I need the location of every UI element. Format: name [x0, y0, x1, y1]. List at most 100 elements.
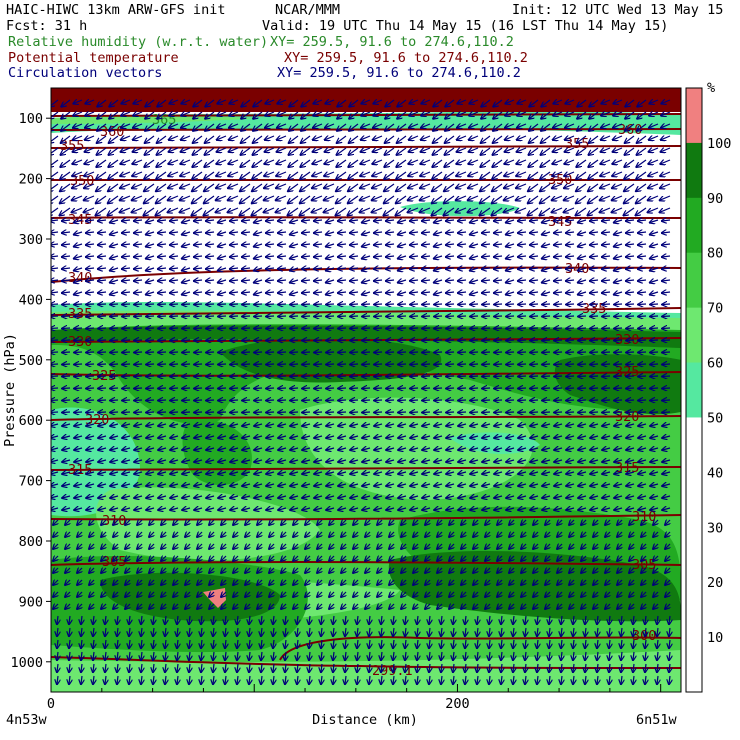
wind-vector: [108, 171, 119, 179]
wind-vector: [289, 159, 299, 167]
wind-vector: [240, 171, 251, 179]
wind-vector: [638, 400, 647, 401]
wind-vector: [517, 124, 527, 128]
y-tick-label: 200: [19, 172, 43, 188]
wind-vector: [650, 352, 659, 353]
wind-vector: [277, 160, 287, 164]
wind-vector: [625, 111, 635, 119]
wind-vector: [422, 316, 431, 317]
wind-vector: [506, 412, 515, 413]
wind-vector: [72, 195, 83, 200]
wind-vector: [481, 135, 491, 143]
wind-vector: [144, 195, 155, 203]
wind-vector: [446, 388, 455, 389]
wind-vector: [314, 388, 323, 389]
wind-vector: [408, 195, 419, 200]
wind-vector: [578, 340, 587, 341]
wind-vector: [410, 364, 419, 365]
theta-label-335: 335: [68, 306, 92, 322]
wind-vector: [314, 412, 323, 413]
wind-vector: [554, 100, 563, 104]
wind-vector: [481, 159, 491, 167]
wind-vector: [662, 388, 671, 389]
wind-vector: [385, 135, 395, 143]
wind-vector: [169, 112, 179, 116]
wind-vector: [494, 412, 503, 413]
wind-vector: [374, 400, 383, 401]
wind-vector: [530, 352, 539, 353]
wind-vector: [578, 376, 587, 377]
wind-vector: [98, 388, 107, 389]
wind-vector: [73, 124, 83, 128]
wind-vector: [146, 328, 155, 329]
wind-vector: [98, 316, 107, 317]
wind-vector: [290, 328, 299, 329]
wind-vector: [350, 364, 359, 365]
wind-vector: [468, 172, 479, 176]
wind-vector: [264, 172, 275, 176]
wind-vector: [362, 388, 371, 389]
wind-vector: [398, 364, 407, 365]
wind-vector: [542, 304, 551, 305]
wind-vector: [444, 171, 455, 179]
wind-vector: [180, 172, 191, 176]
wind-vector: [205, 123, 215, 131]
wind-vector: [110, 388, 119, 389]
wind-vector: [181, 136, 191, 140]
wind-vector: [530, 328, 539, 329]
wind-vector: [650, 316, 659, 317]
wind-vector: [74, 340, 83, 341]
colorbar-swatch: [686, 197, 702, 254]
wind-vector: [470, 376, 479, 377]
wind-vector: [578, 400, 587, 401]
colorbar-unit: %: [707, 80, 715, 96]
wind-vector: [372, 172, 383, 176]
wind-vector: [422, 400, 431, 401]
wind-vector: [529, 159, 539, 167]
wind-vector: [206, 376, 215, 377]
wind-vector: [482, 328, 491, 329]
wind-vector: [649, 136, 659, 140]
wind-vector: [134, 388, 143, 389]
theta-label-320b: 320: [615, 409, 639, 425]
wind-vector: [385, 123, 395, 131]
colorbar-tick-label: 20: [707, 575, 723, 591]
wind-vector: [51, 111, 59, 119]
wind-vector: [638, 340, 647, 341]
wind-vector: [420, 172, 431, 176]
wind-vector: [218, 388, 227, 389]
wind-vector: [493, 123, 503, 131]
wind-vector: [122, 340, 131, 341]
wind-vector: [518, 388, 527, 389]
wind-vector: [229, 112, 239, 116]
wind-vector: [589, 159, 599, 167]
wind-vector: [444, 195, 455, 203]
wind-vector: [590, 376, 599, 377]
wind-vector: [313, 160, 323, 164]
wind-vector: [350, 352, 359, 353]
wind-vector: [566, 304, 575, 305]
wind-vector: [253, 147, 263, 155]
wind-vector: [86, 304, 95, 305]
wind-vector: [218, 328, 227, 329]
wind-vector: [542, 364, 551, 365]
wind-vector: [588, 183, 599, 191]
wind-vector: [481, 147, 491, 155]
valid-time: Valid: 19 UTC Thu 14 May 15 (16 LST Thu …: [262, 18, 668, 34]
wind-vector: [494, 388, 503, 389]
wind-vector: [278, 352, 287, 353]
wind-vector: [528, 183, 539, 191]
wind-vector: [86, 400, 95, 401]
wind-vector: [542, 340, 551, 341]
x-axis-title: Distance (km): [312, 712, 418, 728]
wind-vector: [62, 412, 71, 413]
wind-vector: [278, 328, 287, 329]
wind-vector: [313, 112, 323, 116]
wind-vector: [350, 316, 359, 317]
wind-vector: [518, 352, 527, 353]
colorbar-swatch: [686, 307, 702, 364]
wind-vector: [254, 412, 263, 413]
wind-vector: [134, 304, 143, 305]
wind-vector: [278, 100, 287, 104]
wind-vector: [51, 183, 59, 191]
